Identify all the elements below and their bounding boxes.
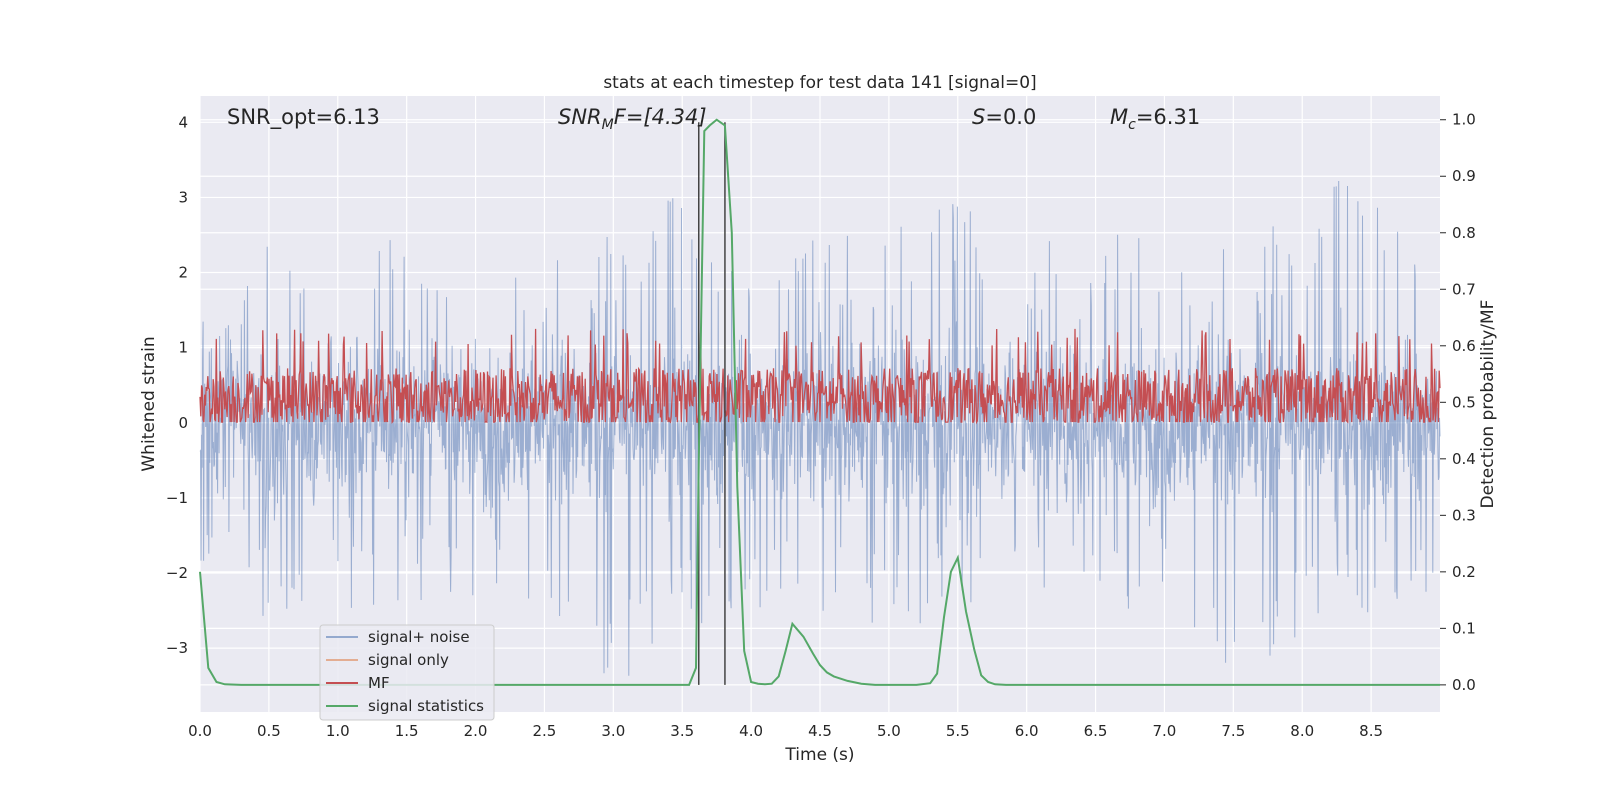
y-left-tick-label: −1 (166, 489, 188, 507)
annotation-snr-mf: SNRMF=[4.34] (558, 105, 707, 133)
x-tick-label: 7.0 (1153, 722, 1177, 740)
signal-statistics-series (199, 118, 1440, 686)
x-tick-label: 8.5 (1359, 722, 1383, 740)
x-tick-label: 5.0 (877, 722, 901, 740)
y-right-tick-label: 0.1 (1452, 619, 1476, 637)
y-left-tick-label: 3 (178, 188, 188, 206)
y-right-tick-label: 0.5 (1452, 393, 1476, 411)
y-right-tick-label: 0.2 (1452, 563, 1476, 581)
y-right-tick-label: 0.0 (1452, 676, 1476, 694)
x-tick-label: 2.0 (464, 722, 488, 740)
x-tick-label: 0.5 (257, 722, 281, 740)
x-tick-label: 5.5 (946, 722, 970, 740)
mf-line (199, 328, 1441, 425)
signal-statistics-line (199, 118, 1440, 686)
y-right-tick-label: 0.9 (1452, 167, 1476, 185)
x-tick-label: 4.0 (739, 722, 763, 740)
y-left-tick-label: 0 (178, 414, 188, 432)
y-left-tick-label: 4 (178, 113, 188, 131)
legend-box (319, 624, 495, 721)
y-right-tick-label: 0.8 (1452, 224, 1476, 242)
annotation-mc: Mc=6.31 (1110, 105, 1200, 133)
annotation-s: S=0.0 (972, 105, 1036, 129)
mf-series (199, 328, 1441, 425)
chart-title: stats at each timestep for test data 141… (603, 73, 1036, 93)
legend-label-signal-statistics: signal statistics (368, 697, 484, 715)
annotation-snr-opt: SNR_opt=6.13 (227, 105, 380, 130)
x-axis-label: Time (s) (784, 745, 854, 765)
tick-labels: 0.0 0.5 1.0 1.5 2.0 2.5 3.0 3.5 4.0 4.5 5.0 5.5 6.0 6… (166, 111, 1476, 740)
x-tick-label: 1.0 (326, 722, 350, 740)
x-tick-label: 4.5 (808, 722, 832, 740)
y-left-tick-label: −3 (166, 639, 188, 657)
y-axis-label-left: Whitened strain (139, 336, 159, 471)
x-tick-label: 3.0 (601, 722, 625, 740)
y-left-tick-label: 2 (178, 264, 188, 282)
x-tick-label: 6.5 (1084, 722, 1108, 740)
y-axis-label-right: Detection probability/MF (1478, 300, 1498, 509)
y-right-tick-label: 0.7 (1452, 280, 1476, 298)
x-tick-label: 1.5 (395, 722, 419, 740)
legend: signal+ noise signal only MF signal stat… (319, 624, 495, 721)
x-tick-label: 6.0 (1015, 722, 1039, 740)
y-right-tick-label: 1.0 (1452, 111, 1476, 129)
x-tick-label: 2.5 (533, 722, 557, 740)
y-right-tick-label: 0.6 (1452, 337, 1476, 355)
x-tick-label: 0.0 (188, 722, 212, 740)
x-tick-label: 7.5 (1221, 722, 1245, 740)
x-tick-label: 8.0 (1290, 722, 1314, 740)
y-left-tick-label: −2 (166, 564, 188, 582)
y-right-tick-label: 0.4 (1452, 450, 1476, 468)
legend-label-signal-noise: signal+ noise (368, 628, 470, 646)
x-tick-label: 3.5 (670, 722, 694, 740)
legend-label-mf: MF (368, 674, 390, 692)
legend-label-signal-only: signal only (368, 651, 449, 669)
y-left-tick-label: 1 (178, 339, 188, 357)
y-right-tick-label: 0.3 (1452, 506, 1476, 524)
